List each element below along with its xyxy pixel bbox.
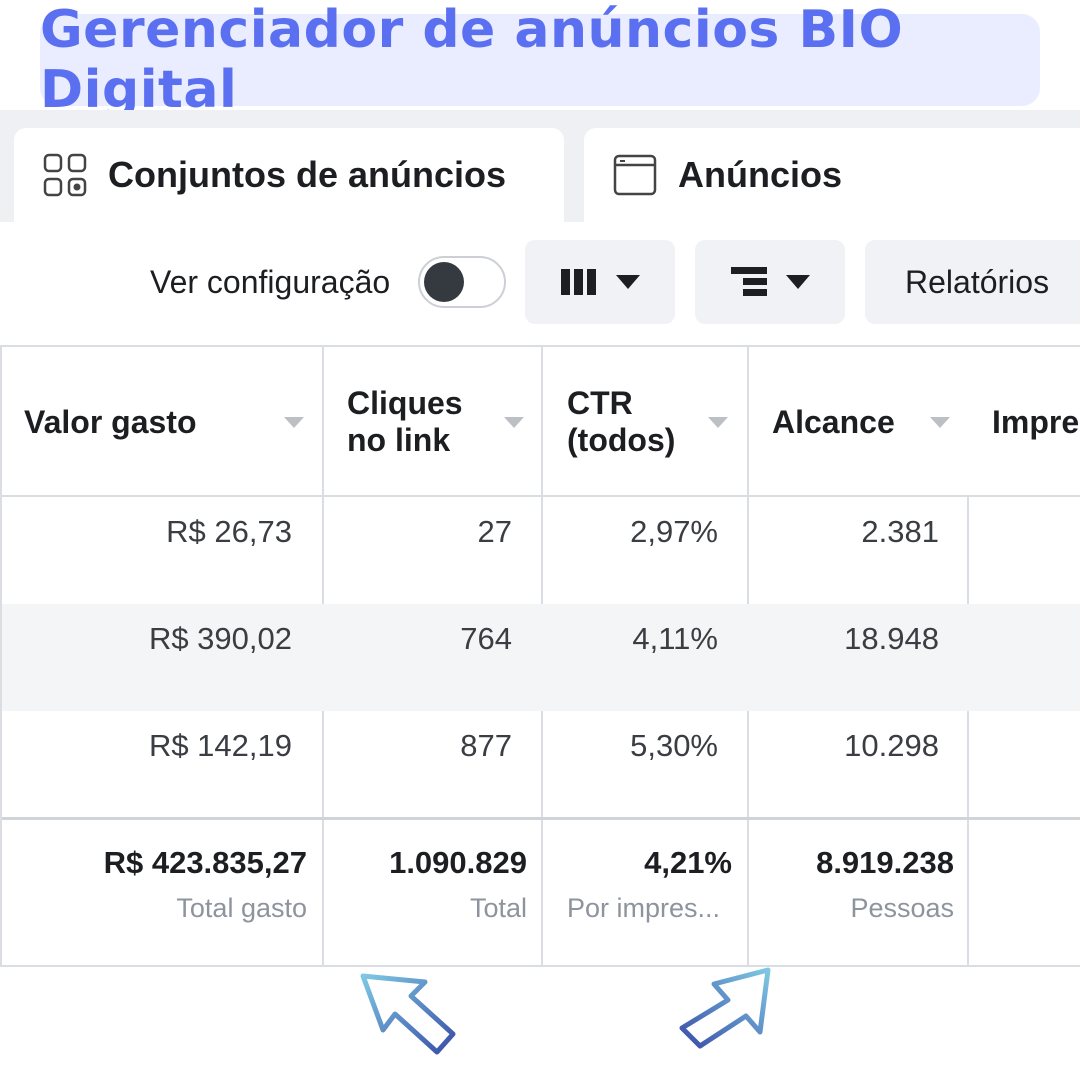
header-ctr-line1: CTR bbox=[567, 385, 633, 421]
table-row[interactable]: R$ 390,02 764 4,11% 18.948 bbox=[2, 604, 1080, 711]
cell-reach: 18.948 bbox=[844, 621, 939, 656]
header-ctr-line2: (todos) bbox=[567, 422, 676, 458]
total-spent-caption: Total gasto bbox=[176, 893, 307, 923]
tab-ads[interactable]: Anúncios bbox=[584, 128, 1080, 222]
toolbar: Ver configuração Relatórios bbox=[0, 222, 1080, 342]
arrow-up-right-icon bbox=[679, 967, 771, 1049]
data-table: Valor gasto Cliques no link CTR (todos) … bbox=[0, 345, 1080, 967]
tab-ad-sets[interactable]: Conjuntos de anúncios bbox=[14, 128, 564, 222]
reports-label: Relatórios bbox=[905, 263, 1050, 300]
cell-clicks: 877 bbox=[460, 728, 512, 763]
cell-ctr: 4,11% bbox=[632, 621, 718, 656]
cell-ctr: 2,97% bbox=[630, 514, 718, 549]
header-link-clicks-line2: no link bbox=[347, 422, 451, 458]
breakdown-button[interactable] bbox=[695, 240, 845, 324]
cell-reach: 10.298 bbox=[844, 728, 939, 763]
tab-ad-sets-label: Conjuntos de anúncios bbox=[108, 154, 507, 195]
total-clicks-caption: Total bbox=[469, 893, 527, 923]
table-row[interactable]: R$ 26,73 27 2,97% 2.381 bbox=[2, 497, 1080, 604]
grid-icon bbox=[43, 153, 87, 197]
total-clicks: 1.090.829 bbox=[389, 845, 527, 880]
cell-clicks: 27 bbox=[477, 514, 512, 549]
total-ctr: 4,21% bbox=[644, 845, 732, 880]
cell-spent: R$ 142,19 bbox=[148, 728, 292, 763]
chevron-down-icon bbox=[616, 275, 640, 289]
tab-ads-label: Anúncios bbox=[678, 154, 843, 195]
header-impressions[interactable]: Impre bbox=[992, 347, 1079, 497]
sort-icon[interactable] bbox=[284, 417, 304, 429]
total-spent: R$ 423.835,27 bbox=[103, 845, 307, 880]
sort-icon[interactable] bbox=[708, 417, 728, 429]
cell-reach: 2.381 bbox=[861, 514, 939, 549]
cell-spent: R$ 26,73 bbox=[166, 514, 292, 549]
sort-icon[interactable] bbox=[930, 417, 950, 429]
cell-ctr: 5,30% bbox=[630, 728, 718, 763]
reports-button[interactable]: Relatórios bbox=[865, 240, 1080, 324]
window-icon bbox=[613, 154, 657, 196]
cell-clicks: 764 bbox=[460, 621, 512, 656]
page-title-banner: Gerenciador de anúncios BIO Digital bbox=[40, 0, 1040, 120]
header-spent[interactable]: Valor gasto bbox=[24, 347, 197, 497]
total-reach-caption: Pessoas bbox=[850, 893, 954, 923]
table-row[interactable]: R$ 142,19 877 5,30% 10.298 bbox=[2, 711, 1080, 818]
breakdown-icon bbox=[731, 267, 767, 296]
toggle-knob bbox=[424, 262, 464, 302]
view-settings-label: Ver configuração bbox=[150, 264, 391, 300]
header-link-clicks[interactable]: Cliques no link bbox=[347, 347, 463, 497]
columns-icon bbox=[561, 269, 596, 295]
header-reach-label: Alcance bbox=[772, 403, 895, 440]
tab-bar: Conjuntos de anúncios Anúncios bbox=[0, 110, 1080, 222]
header-impressions-label: Impre bbox=[992, 403, 1080, 440]
total-reach: 8.919.238 bbox=[816, 845, 954, 880]
cell-spent: R$ 390,02 bbox=[148, 621, 292, 656]
view-settings-toggle[interactable] bbox=[418, 256, 506, 308]
columns-button[interactable] bbox=[525, 240, 675, 324]
header-ctr[interactable]: CTR (todos) bbox=[567, 347, 675, 497]
header-link-clicks-line1: Cliques bbox=[347, 385, 463, 421]
sort-icon[interactable] bbox=[504, 417, 524, 429]
header-reach[interactable]: Alcance bbox=[772, 347, 895, 497]
page-title: Gerenciador de anúncios BIO Digital bbox=[40, 0, 904, 120]
total-ctr-caption: Por impres... bbox=[567, 893, 721, 923]
chevron-down-icon bbox=[786, 275, 810, 289]
arrow-up-left-icon bbox=[360, 973, 456, 1055]
header-spent-label: Valor gasto bbox=[24, 403, 197, 440]
